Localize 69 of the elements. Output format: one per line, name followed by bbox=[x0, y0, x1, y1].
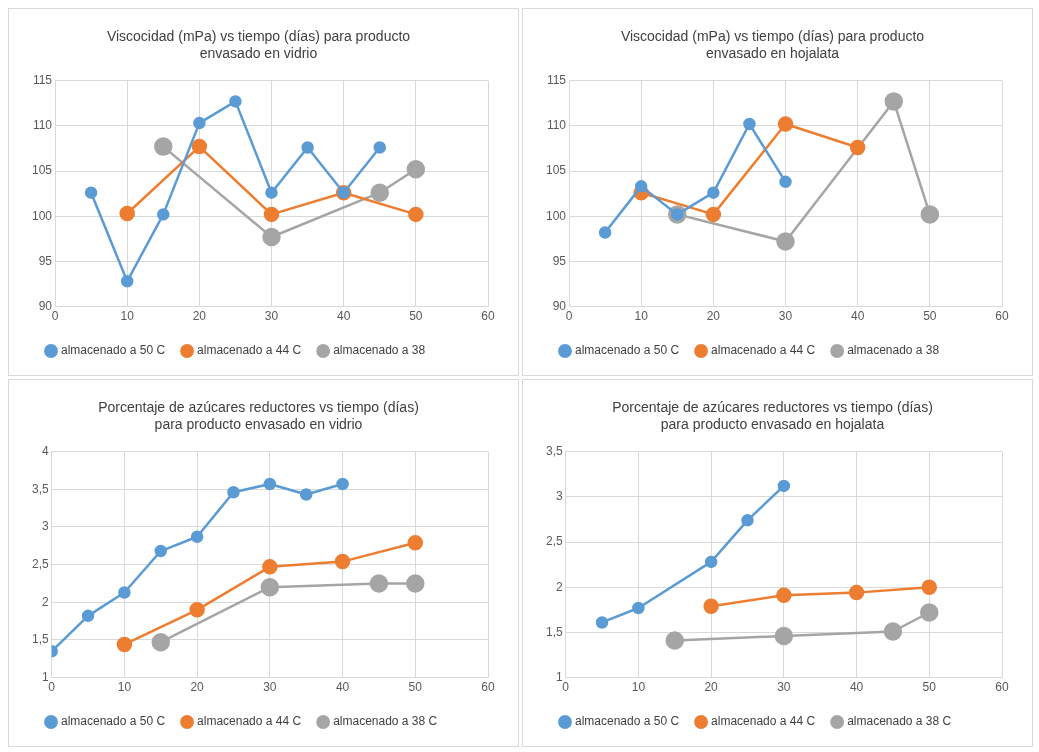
chart-title: Porcentaje de azúcares reductores vs tiempo (días) para producto envasado en hojalata bbox=[612, 399, 933, 433]
x-tick-label: 60 bbox=[995, 309, 1009, 324]
y-tick-label: 110 bbox=[32, 118, 53, 133]
x-tick-label: 30 bbox=[777, 680, 791, 695]
y-tick-label: 1 bbox=[555, 669, 563, 684]
x-tick-label: 0 bbox=[51, 309, 59, 324]
legend-label: almacenado a 38 C bbox=[847, 714, 952, 729]
x-tick-label: 60 bbox=[995, 680, 1009, 695]
x-tick-label: 40 bbox=[335, 680, 350, 695]
y-tick-label: 115 bbox=[546, 72, 567, 87]
y-tick-label: 2,5 bbox=[31, 556, 49, 571]
legend-label: almacenado a 50 C bbox=[61, 714, 166, 729]
legend-label: almacenado a 44 C bbox=[711, 343, 816, 358]
x-tick-label: 50 bbox=[408, 680, 423, 695]
x-tick-label: 20 bbox=[704, 680, 719, 695]
y-tick-label: 110 bbox=[546, 118, 567, 133]
legend-label: almacenado a 44 C bbox=[197, 343, 302, 358]
legend-label: almacenado a 50 C bbox=[575, 343, 680, 358]
legend-label: almacenado a 38 bbox=[847, 343, 940, 358]
x-tick-label: 20 bbox=[190, 680, 205, 695]
x-tick-label: 10 bbox=[631, 680, 646, 695]
y-tick-label: 3,5 bbox=[545, 443, 563, 458]
y-tick-label: 4 bbox=[41, 443, 49, 458]
y-tick-label: 3 bbox=[555, 489, 563, 504]
x-tick-label: 40 bbox=[849, 680, 864, 695]
y-tick-label: 105 bbox=[545, 163, 567, 178]
y-tick-label: 95 bbox=[552, 253, 567, 268]
legend-label: almacenado a 50 C bbox=[575, 714, 680, 729]
x-tick-label: 0 bbox=[48, 680, 56, 695]
x-tick-label: 0 bbox=[565, 309, 573, 324]
y-tick-label: 95 bbox=[38, 253, 53, 268]
y-tick-label: 1,5 bbox=[545, 624, 563, 639]
legend-label: almacenado a 44 C bbox=[197, 714, 302, 729]
x-tick-label: 40 bbox=[336, 309, 351, 324]
y-tick-label: 3 bbox=[41, 519, 49, 534]
x-tick-label: 20 bbox=[706, 309, 721, 324]
y-tick-label: 115 bbox=[32, 72, 53, 87]
y-tick-label: 90 bbox=[552, 298, 567, 313]
x-tick-label: 50 bbox=[409, 309, 423, 324]
x-tick-label: 10 bbox=[634, 309, 649, 324]
y-tick-label: 100 bbox=[545, 208, 567, 223]
chart-title: Viscocidad (mPa) vs tiempo (días) para producto envasado en hojalata bbox=[620, 28, 925, 62]
y-tick-label: 2 bbox=[41, 594, 49, 609]
y-tick-label: 1 bbox=[41, 669, 49, 684]
chart-title: Viscocidad (mPa) vs tiempo (días) para producto envasado en vidrio bbox=[106, 28, 411, 62]
y-tick-label: 90 bbox=[38, 298, 53, 313]
y-tick-label: 3,5 bbox=[31, 481, 49, 496]
x-tick-label: 20 bbox=[192, 309, 207, 324]
x-tick-label: 30 bbox=[263, 680, 277, 695]
x-tick-label: 0 bbox=[562, 680, 570, 695]
x-tick-label: 10 bbox=[120, 309, 135, 324]
chart-title: Porcentaje de azúcares reductores vs tiempo (días) para producto envasado en vidrio bbox=[98, 399, 419, 433]
legend-label: almacenado a 38 C bbox=[333, 714, 438, 729]
y-tick-label: 2,5 bbox=[545, 534, 563, 549]
x-tick-label: 30 bbox=[264, 309, 279, 324]
y-tick-label: 105 bbox=[31, 163, 53, 178]
x-tick-label: 60 bbox=[481, 680, 495, 695]
y-tick-label: 100 bbox=[31, 208, 53, 223]
legend-label: almacenado a 44 C bbox=[711, 714, 816, 729]
legend-label: almacenado a 50 C bbox=[61, 343, 166, 358]
legend-label: almacenado a 38 bbox=[333, 343, 426, 358]
x-tick-label: 30 bbox=[778, 309, 793, 324]
x-tick-label: 60 bbox=[481, 309, 495, 324]
y-tick-label: 2 bbox=[555, 579, 563, 594]
x-tick-label: 40 bbox=[850, 309, 865, 324]
x-tick-label: 10 bbox=[117, 680, 132, 695]
y-tick-label: 1,5 bbox=[31, 632, 49, 647]
x-tick-label: 50 bbox=[923, 309, 937, 324]
x-tick-label: 50 bbox=[922, 680, 937, 695]
